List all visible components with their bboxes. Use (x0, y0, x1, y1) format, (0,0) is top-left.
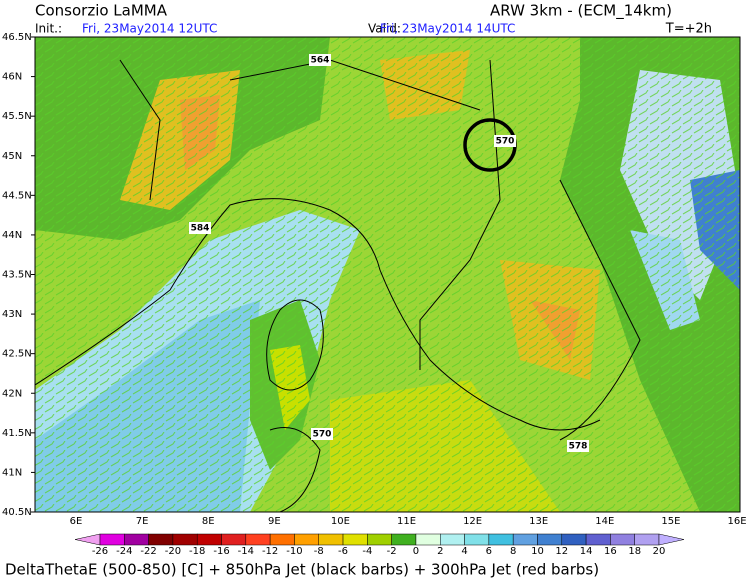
colorbar-label: -6 (338, 546, 348, 557)
colorbar-box (391, 533, 417, 546)
colorbar-box (124, 533, 149, 546)
lon-label: 16E (727, 516, 746, 527)
model: ARW 3km - (ECM_14km) (490, 2, 672, 21)
contour-label-bg (189, 222, 211, 234)
colorbar-label: -12 (262, 546, 278, 557)
colorbar-box (269, 533, 295, 546)
lat-label: 41N (2, 467, 22, 478)
colorbar-label: 4 (461, 546, 467, 557)
colorbar-label: -20 (165, 546, 181, 557)
contour-label-bg (309, 54, 331, 66)
colorbar-label: 12 (555, 546, 568, 557)
colorbar-box (634, 533, 660, 546)
contour-label: 584 (191, 224, 210, 234)
colorbar-label: -8 (314, 546, 324, 557)
colorbar-box (294, 533, 319, 546)
lon-label: 15E (661, 516, 680, 527)
colorbar-label: 6 (486, 546, 492, 557)
colorbar-label: 16 (604, 546, 617, 557)
colorbar-label: 18 (628, 546, 641, 557)
lat-label: 46.5N (2, 32, 32, 43)
lat-label: 45.5N (2, 111, 32, 122)
colorbar-box (172, 533, 198, 546)
lon-label: 6E (70, 516, 83, 527)
colorbar-end (74, 533, 101, 546)
lat-label: 44N (2, 230, 22, 241)
colorbar-label: 14 (580, 546, 593, 557)
colorbar-label: 0 (413, 546, 419, 557)
colorbar-label: -16 (213, 546, 229, 557)
contour-label: 578 (569, 442, 588, 452)
colorbar-label: -10 (286, 546, 302, 557)
lon-label: 14E (595, 516, 614, 527)
init-label: Init.: (35, 22, 62, 36)
caption: DeltaThetaE (500-850) [C] + 850hPa Jet (… (5, 561, 599, 579)
lon-label: 12E (463, 516, 482, 527)
lat-label: 42N (2, 388, 22, 399)
colorbar-label: -4 (362, 546, 372, 557)
colorbar-box (196, 533, 222, 546)
colorbar-box (245, 533, 271, 546)
lead-time: T=+2h (665, 22, 712, 37)
contour-label-bg (311, 428, 333, 440)
colorbar-box (537, 533, 563, 546)
colorbar-box (464, 533, 490, 546)
title: Consorzio LaMMA (35, 2, 168, 20)
colorbar-label: -14 (238, 546, 254, 557)
colorbar-label: 20 (653, 546, 666, 557)
valid-time: Fri, 23May2014 14UTC (380, 22, 515, 36)
colorbar-box (99, 533, 125, 546)
colorbar-box (415, 533, 441, 546)
contour-label: 564 (311, 56, 330, 66)
colorbar-box (221, 533, 247, 546)
colorbar-label: 10 (531, 546, 544, 557)
lat-label: 43N (2, 309, 22, 320)
lat-label: 46N (2, 72, 22, 83)
lon-label: 11E (397, 516, 416, 527)
lon-label: 9E (268, 516, 281, 527)
colorbar-box (488, 533, 514, 546)
contour-label-bg (567, 440, 589, 452)
colorbar-box (148, 533, 174, 546)
lat-label: 40.5N (2, 507, 32, 518)
colorbar-label: 2 (437, 546, 443, 557)
colorbar-box (318, 533, 344, 546)
colorbar-label: 8 (510, 546, 516, 557)
lat-label: 41.5N (2, 428, 32, 439)
colorbar-box (585, 533, 611, 546)
init-time: Fri, 23May2014 12UTC (82, 22, 217, 36)
colorbar-end (658, 533, 685, 546)
colorbar-label: -26 (92, 546, 108, 557)
colorbar-label: -22 (140, 546, 156, 557)
lat-label: 45N (2, 151, 22, 162)
contour-label: 570 (496, 137, 515, 147)
colorbar-box (342, 533, 368, 546)
colorbar-box (367, 533, 392, 546)
contour-label: 570 (313, 430, 332, 440)
colorbar-label: -2 (387, 546, 397, 557)
colorbar-label: -18 (189, 546, 205, 557)
colorbar-box (512, 533, 538, 546)
colorbar-box (610, 533, 635, 546)
lat-label: 42.5N (2, 349, 32, 360)
colorbar-box (561, 533, 587, 546)
colorbar-label: -24 (116, 546, 132, 557)
lat-label: 43.5N (2, 270, 32, 281)
contour-label-bg (494, 135, 516, 147)
lon-label: 10E (331, 516, 350, 527)
lat-label: 44.5N (2, 190, 32, 201)
colorbar-box (440, 533, 465, 546)
map (35, 37, 740, 512)
valid-label: Valid: (368, 22, 401, 36)
lon-label: 7E (136, 516, 149, 527)
lon-label: 13E (529, 516, 548, 527)
lon-label: 8E (202, 516, 215, 527)
